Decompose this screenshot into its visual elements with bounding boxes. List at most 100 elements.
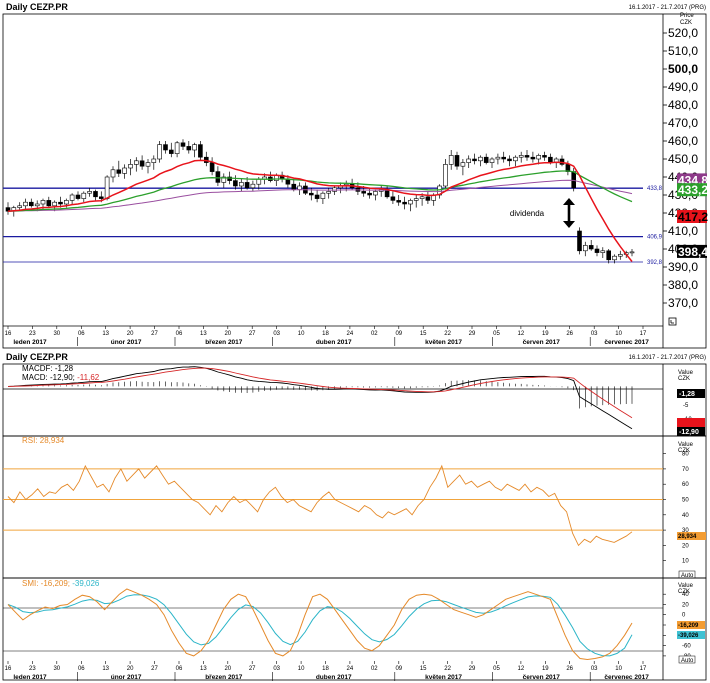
rsi-tick-label: 40 <box>682 513 689 519</box>
candle-body <box>244 182 250 189</box>
smi-frame <box>2 577 707 681</box>
date-tick-label: 02 <box>371 666 378 672</box>
price-tick-label: 370,0 <box>668 296 698 310</box>
date-tick-label: 16 <box>5 666 12 672</box>
badge-price-3 <box>677 210 707 223</box>
rsi-tick-label: 20 <box>682 543 689 549</box>
candle-body <box>361 191 367 194</box>
candle-body <box>134 160 139 165</box>
month-label: duben 2017 <box>316 339 352 346</box>
smi-axis-label: Value <box>678 583 694 589</box>
smi-x-axis: 16 23 30 06 13 20 27 06 13 20 27 03 10 18 24 02 09 15 22 29… <box>5 661 649 681</box>
date-tick-label: 20 <box>127 666 134 672</box>
rsi-axis-unit: CZK <box>678 448 690 454</box>
date-tick-label: 03 <box>273 331 280 337</box>
candle-body <box>606 250 612 261</box>
macd-badge-2: -12,90 <box>677 427 705 436</box>
month-label: duben 2017 <box>316 674 352 681</box>
candle-body <box>513 156 518 162</box>
dividend-arrow <box>563 198 575 228</box>
candle-body <box>81 192 87 199</box>
candle-body <box>612 255 617 261</box>
smi-tick-label: 20 <box>682 603 689 609</box>
month-label: březen 2017 <box>205 339 243 346</box>
badge-price-4-text: 398,4 <box>678 245 708 259</box>
smi-auto-button[interactable]: Auto <box>678 655 696 664</box>
smi-badge-1: -16,209 <box>677 621 705 629</box>
rsi-tick-label: 70 <box>682 467 689 473</box>
ma-purple <box>7 179 633 212</box>
candle-body <box>448 155 454 165</box>
hline-lower-1-label: 406,9 <box>647 235 663 241</box>
candle-body <box>472 158 477 162</box>
rsi-axis-label: Value <box>678 442 694 448</box>
candle-body <box>408 200 413 205</box>
rsi-frame <box>2 435 707 579</box>
date-tick-label: 18 <box>322 666 329 672</box>
candle-body <box>291 183 297 190</box>
candle-body <box>501 156 507 160</box>
candle-body <box>367 192 372 196</box>
month-label: leden 2017 <box>13 674 47 681</box>
date-tick-label: 03 <box>273 666 280 672</box>
candle-body <box>128 164 133 169</box>
candle-body <box>23 201 28 207</box>
rsi-auto-label: Auto <box>681 573 694 579</box>
candle-body <box>28 201 34 207</box>
candle-body <box>99 196 104 199</box>
price-tick-label: 490,0 <box>668 80 698 94</box>
smi-badge-2-text: -39,026 <box>678 633 699 639</box>
macd-badge-1: -1,28 <box>677 389 705 398</box>
smi-legend-a: SMI: -16,209; <box>22 579 72 588</box>
badge-price-1 <box>677 173 707 187</box>
badge-price-2 <box>677 183 707 197</box>
candle-body <box>443 164 448 187</box>
candle-body <box>314 194 320 199</box>
price-hlines: 433,8 406,9 392,8 <box>3 186 663 266</box>
date-tick-label: 13 <box>200 331 207 337</box>
candle-body <box>209 162 215 172</box>
smi-badge-1-text: -16,209 <box>678 623 699 629</box>
date-tick-label: 10 <box>298 666 305 672</box>
price-axis-unit: CZK <box>680 20 692 26</box>
candle-body <box>466 158 472 163</box>
macd-axis-unit: CZK <box>678 376 690 382</box>
smi-legend: SMI: -16,209; -39,026 <box>22 579 100 588</box>
candle-body <box>104 176 110 199</box>
date-tick-label: 06 <box>176 666 183 672</box>
macd-badge-signal <box>677 418 705 427</box>
price-tick-label: 460,0 <box>668 134 698 148</box>
smi-badge-2: -39,026 <box>677 631 705 639</box>
ma-short <box>7 159 633 262</box>
date-tick-label: 16 <box>5 331 12 337</box>
candle-body <box>559 158 565 165</box>
candle-body <box>239 182 244 187</box>
candle-body <box>145 162 151 167</box>
date-tick-label: 06 <box>176 331 183 337</box>
rsi-line <box>7 464 633 547</box>
smi-tick-label: -60 <box>682 644 691 650</box>
date-tick-label: 22 <box>444 666 451 672</box>
candle-body <box>46 200 52 207</box>
date-tick-label: 23 <box>29 666 36 672</box>
rsi-tick-label: 50 <box>682 498 689 504</box>
price-axis-label: Price <box>680 13 694 19</box>
price-moving-averages <box>7 159 633 262</box>
rsi-tick-label: 80 <box>682 452 689 458</box>
candle-body <box>192 144 197 151</box>
candle-body <box>110 169 116 178</box>
date-tick-label: 30 <box>53 666 60 672</box>
candle-body <box>600 250 606 253</box>
date-tick-label: 29 <box>469 666 476 672</box>
candle-body <box>64 200 69 205</box>
price-panel-date-range: 16.1.2017 - 21.7.2017 (PRG) <box>629 5 706 11</box>
axis-scroll-marker[interactable] <box>668 317 677 326</box>
candle-body <box>75 194 81 199</box>
price-tick-label: 500,0 <box>668 62 698 76</box>
date-tick-label: 27 <box>249 666 256 672</box>
month-label: květen 2017 <box>425 339 462 346</box>
price-tick-label: 480,0 <box>668 98 698 112</box>
price-tick-label: 470,0 <box>668 116 698 130</box>
